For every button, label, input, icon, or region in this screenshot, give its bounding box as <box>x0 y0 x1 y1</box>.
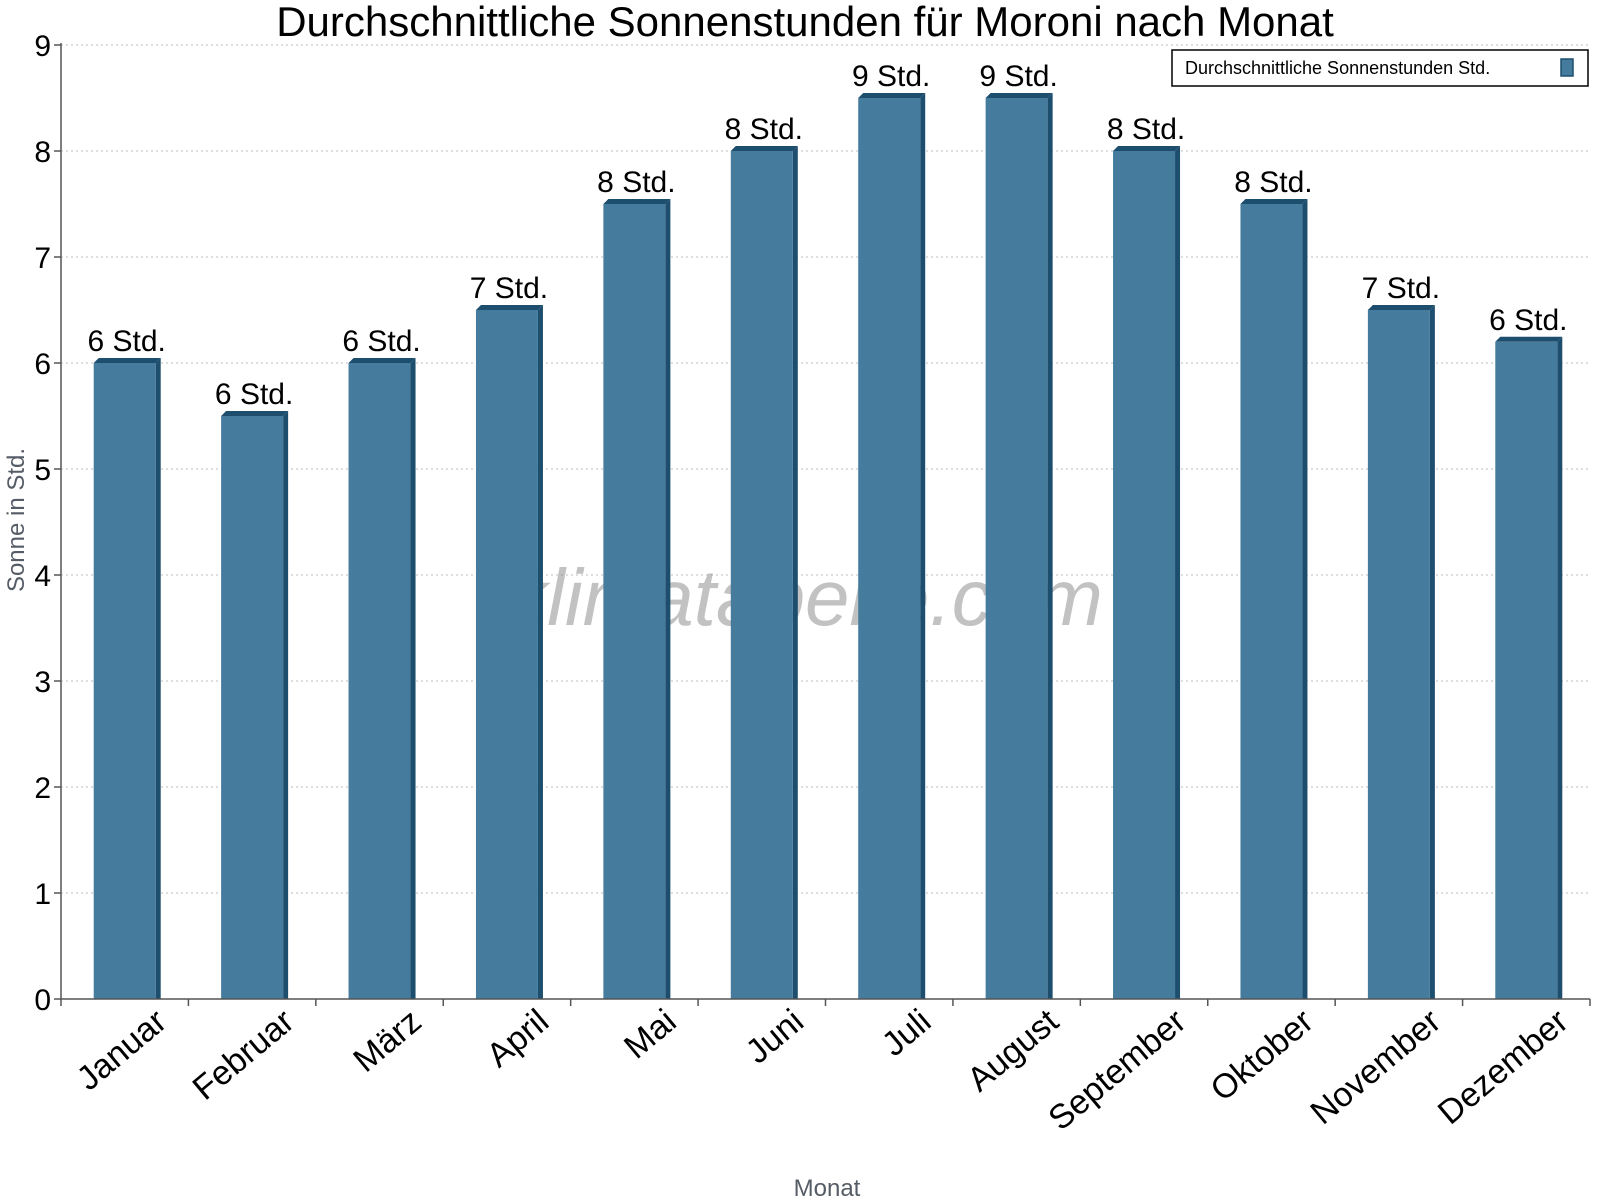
x-tick-label: Februar <box>186 1002 302 1108</box>
bar <box>603 204 666 999</box>
bar-side <box>410 358 416 999</box>
bar <box>1367 310 1430 999</box>
bar-top <box>348 358 416 363</box>
legend: Durchschnittliche Sonnenstunden Std. <box>1171 49 1589 87</box>
bar <box>1113 151 1176 999</box>
y-tick-label: 1 <box>34 878 51 911</box>
x-tick-label: August <box>960 1002 1066 1100</box>
y-tick-label: 6 <box>34 348 51 381</box>
bar <box>221 416 284 999</box>
bar-top <box>1367 305 1435 310</box>
bar <box>858 98 921 999</box>
bar-top <box>858 93 926 98</box>
bar-top <box>221 411 289 416</box>
bar-side <box>155 358 161 999</box>
bar-top <box>1240 199 1308 204</box>
bar-top <box>1113 146 1181 151</box>
data-label: 9 Std. <box>979 60 1057 93</box>
data-label: 7 Std. <box>1362 272 1440 305</box>
data-label: 8 Std. <box>1234 166 1312 199</box>
bar <box>348 363 411 999</box>
y-tick-label: 2 <box>34 772 51 805</box>
bar-side <box>1302 199 1308 999</box>
y-tick-label: 7 <box>34 242 51 275</box>
bar <box>93 363 156 999</box>
legend-swatch <box>1560 58 1574 77</box>
bar <box>1495 341 1558 999</box>
y-tick-label: 9 <box>34 30 51 63</box>
x-tick-label: Juli <box>875 1002 939 1064</box>
bar-side <box>283 411 289 999</box>
grid-lines <box>61 44 1590 894</box>
data-label: 8 Std. <box>597 166 675 199</box>
bar-series: 6 Std. 6 Std. 6 Std. 7 Std. 8 Std. 8 Std. 9 St… <box>88 60 1567 999</box>
axes <box>60 43 1590 1000</box>
data-label: 7 Std. <box>470 272 548 305</box>
bar-top <box>1495 336 1563 342</box>
data-label: 8 Std. <box>725 113 803 146</box>
data-label: 6 Std. <box>215 378 293 411</box>
bar <box>1240 204 1303 999</box>
chart-title: Durchschnittliche Sonnenstunden für Moro… <box>276 0 1334 45</box>
x-axis-label: Monat <box>794 1175 861 1200</box>
bar-side <box>1047 93 1053 999</box>
x-tick-label: Mai <box>617 1002 683 1066</box>
bar <box>985 98 1048 999</box>
x-tick-label: März <box>346 1002 428 1080</box>
x-tick-label: April <box>480 1002 557 1075</box>
data-label: 6 Std. <box>342 325 420 358</box>
x-tick-label: November <box>1303 1002 1448 1132</box>
bar-side <box>537 305 543 999</box>
bar-side <box>1557 336 1563 999</box>
bar-top <box>730 146 798 151</box>
legend-entry-label: Durchschnittliche Sonnenstunden Std. <box>1185 58 1490 78</box>
x-tick-label: Oktober <box>1204 1002 1321 1109</box>
bar-side <box>920 93 926 999</box>
bar <box>475 310 538 999</box>
bar-top <box>93 358 161 363</box>
legend-box <box>1171 49 1589 87</box>
y-tick-label: 0 <box>34 984 51 1017</box>
bar-side <box>792 146 798 999</box>
data-label: 9 Std. <box>852 60 930 93</box>
data-label: 8 Std. <box>1107 113 1185 146</box>
y-tick-label: 5 <box>34 454 51 487</box>
data-label: 6 Std. <box>88 325 166 358</box>
x-tick-label: September <box>1041 1002 1193 1138</box>
x-tick-label: Dezember <box>1431 1002 1576 1132</box>
bar <box>730 151 793 999</box>
bar-top <box>603 199 671 204</box>
bar-side <box>665 199 671 999</box>
y-tick-label: 4 <box>34 560 51 593</box>
bar-top <box>475 305 543 310</box>
bar-side <box>1175 146 1181 999</box>
data-label: 6 Std. <box>1489 304 1567 337</box>
x-axis-ticks: Januar Februar März April Mai Juni Juli AugustS… <box>60 999 1591 1138</box>
y-axis-ticks: 0 1 2 3 4 5 6 7 8 9 <box>34 30 61 1017</box>
y-tick-label: 8 <box>34 136 51 169</box>
bar-top <box>985 93 1053 98</box>
bar-side <box>1429 305 1435 999</box>
y-axis-label: Sonne in Std. <box>3 448 30 592</box>
x-tick-label: Juni <box>739 1002 811 1071</box>
y-tick-label: 3 <box>34 666 51 699</box>
x-tick-label: Januar <box>70 1002 174 1098</box>
